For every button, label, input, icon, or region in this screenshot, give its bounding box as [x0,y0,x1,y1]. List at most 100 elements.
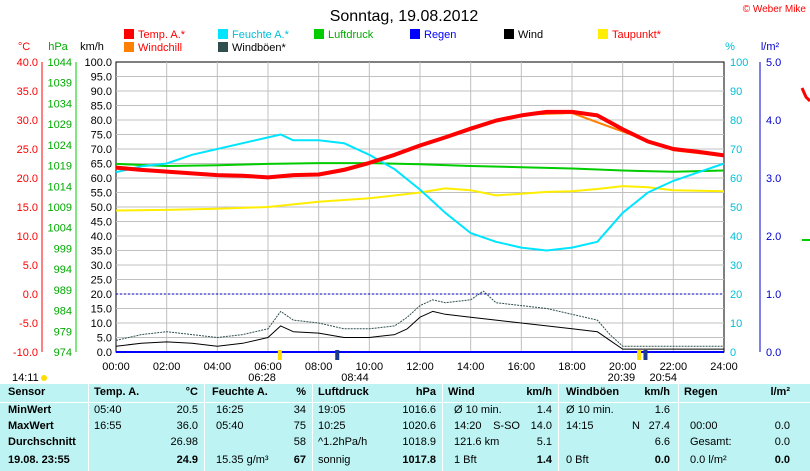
axis-ticks: 40.0 35.0 30.0 25.0 20.0 15.0 10.0 5.0 0.0 -5.0 -1… [13,57,781,373]
table-cell: 26.98 [170,436,198,448]
wind-tick-label: 60.0 [91,173,112,185]
wind-tick-label: 75.0 [91,130,112,142]
legend-swatch [504,29,514,39]
legend-label: Wind [518,29,543,41]
table-cell: 36.0 [176,420,198,432]
series-group [115,109,725,353]
wind-tick-label: 35.0 [91,246,112,258]
header-press-unit: hPa [415,386,436,398]
table-cell: 14:15 [566,420,594,432]
legend-label: Feuchte A.* [232,29,290,41]
temp-tick-label: 5.0 [23,260,38,272]
header-hum-unit: % [296,386,306,398]
table-cell: 1 Bft [454,454,477,466]
pressure-tick-label: 999 [54,243,72,255]
rain-tick-label: 2.0 [766,231,781,243]
series-line-temp-a [115,109,725,180]
time-tick-label: 16:00 [508,361,536,373]
legend-label: Taupunkt* [612,29,662,41]
wind-tick-label: 55.0 [91,188,112,200]
header-gust-unit: km/h [644,386,670,398]
row-separator [0,402,810,403]
temp-tick-label: 20.0 [17,173,38,185]
temp-tick-label: -5.0 [19,318,38,330]
table-cell: Ø 10 min. [454,404,502,416]
table-cell: 0.0 [774,454,790,466]
sunrise-tick [277,350,282,360]
table-cell: 14.0 [530,420,552,432]
rain-tick-label: 0.0 [766,347,781,359]
table-cell: 1020.6 [402,420,436,432]
legend-label: Regen [424,29,456,41]
time-tick-label: 00:00 [102,361,130,373]
humidity-tick-label: 0 [730,347,736,359]
table-cell: 1.4 [536,404,552,416]
header-temp-unit: °C [185,386,198,398]
table-cell: 0.0 l/m² [690,454,727,466]
legend-swatch [410,29,420,39]
temp-tick-label: 10.0 [17,231,38,243]
series-line-feuchte-a [115,133,725,252]
legend: Temp. A.* Feuchte A.* Luftdruck Regen Wind Ta… [124,29,662,54]
wind-tick-label: 40.0 [91,231,112,243]
time-tick-label: 22:00 [660,361,688,373]
table-cell: Gesamt: [690,436,732,448]
table-cell: 1016.6 [402,404,436,416]
pressure-tick-label: 1044 [48,57,72,69]
temp-tick-label: 40.0 [17,57,38,69]
table-cell: 0 Bft [566,454,589,466]
legend-label: Temp. A.* [138,29,186,41]
humidity-tick-label: 80 [730,115,742,127]
table-cell: 34 [293,404,306,416]
table-cell: 00:00 [690,420,718,432]
rain-tick-label: 1.0 [766,289,781,301]
sunset-label: 20:39 [608,372,636,384]
legend-label: Luftdruck [328,29,374,41]
wind-tick-label: 30.0 [91,260,112,272]
humidity-tick-label: 10 [730,318,742,330]
sunrise-label: 06:28 [248,372,276,384]
column-separator [312,384,313,471]
pressure-tick-label: 1004 [48,223,72,235]
temp-axis-unit: °C [18,41,30,53]
table-cell: 1017.8 [402,454,436,466]
legend-swatch [598,29,608,39]
table-cell: 0.0 [774,436,790,448]
wind-tick-label: 80.0 [91,115,112,127]
time-tick-label: 14:00 [457,361,485,373]
header-sensor: Sensor [8,386,46,398]
header-rain-unit: l/m² [770,386,790,398]
legend-swatch [218,42,228,52]
table-cell: 6.6 [654,436,670,448]
humidity-tick-label: 20 [730,289,742,301]
wind-tick-label: 70.0 [91,144,112,156]
pressure-tick-label: 1019 [48,161,72,173]
rain-tick-label: 4.0 [766,115,781,127]
wind-tick-label: 10.0 [91,318,112,330]
moonset-label: 20:54 [649,372,677,384]
moonrise-label: 08:44 [341,372,369,384]
legend-swatch [218,29,228,39]
series-line-wind [115,310,724,350]
legend-swatch [314,29,324,39]
pressure-tick-label: 1014 [48,181,72,193]
copyright-text: © Weber Mike [743,4,807,15]
time-tick-label: 04:00 [204,361,232,373]
header-press: Luftdruck [318,386,369,398]
header-wind-unit: km/h [526,386,552,398]
wind-tick-label: 85.0 [91,101,112,113]
sunset-tick [637,350,642,360]
table-cell: 05:40 [216,420,244,432]
pressure-tick-label: 1009 [48,202,72,214]
grid [116,62,724,352]
header-gust: Windböen [566,386,620,398]
humidity-tick-label: 30 [730,260,742,272]
header-wind: Wind [448,386,475,398]
pressure-tick-label: 974 [54,347,72,359]
time-markers: 06:28 08:44 20:39 20:54 14:11 [12,350,677,384]
table-cell: 0.0 [654,454,670,466]
rain-tick-label: 5.0 [766,57,781,69]
humidity-axis-unit: % [725,41,735,53]
wind-tick-label: 50.0 [91,202,112,214]
table-cell: 1.6 [654,404,670,416]
